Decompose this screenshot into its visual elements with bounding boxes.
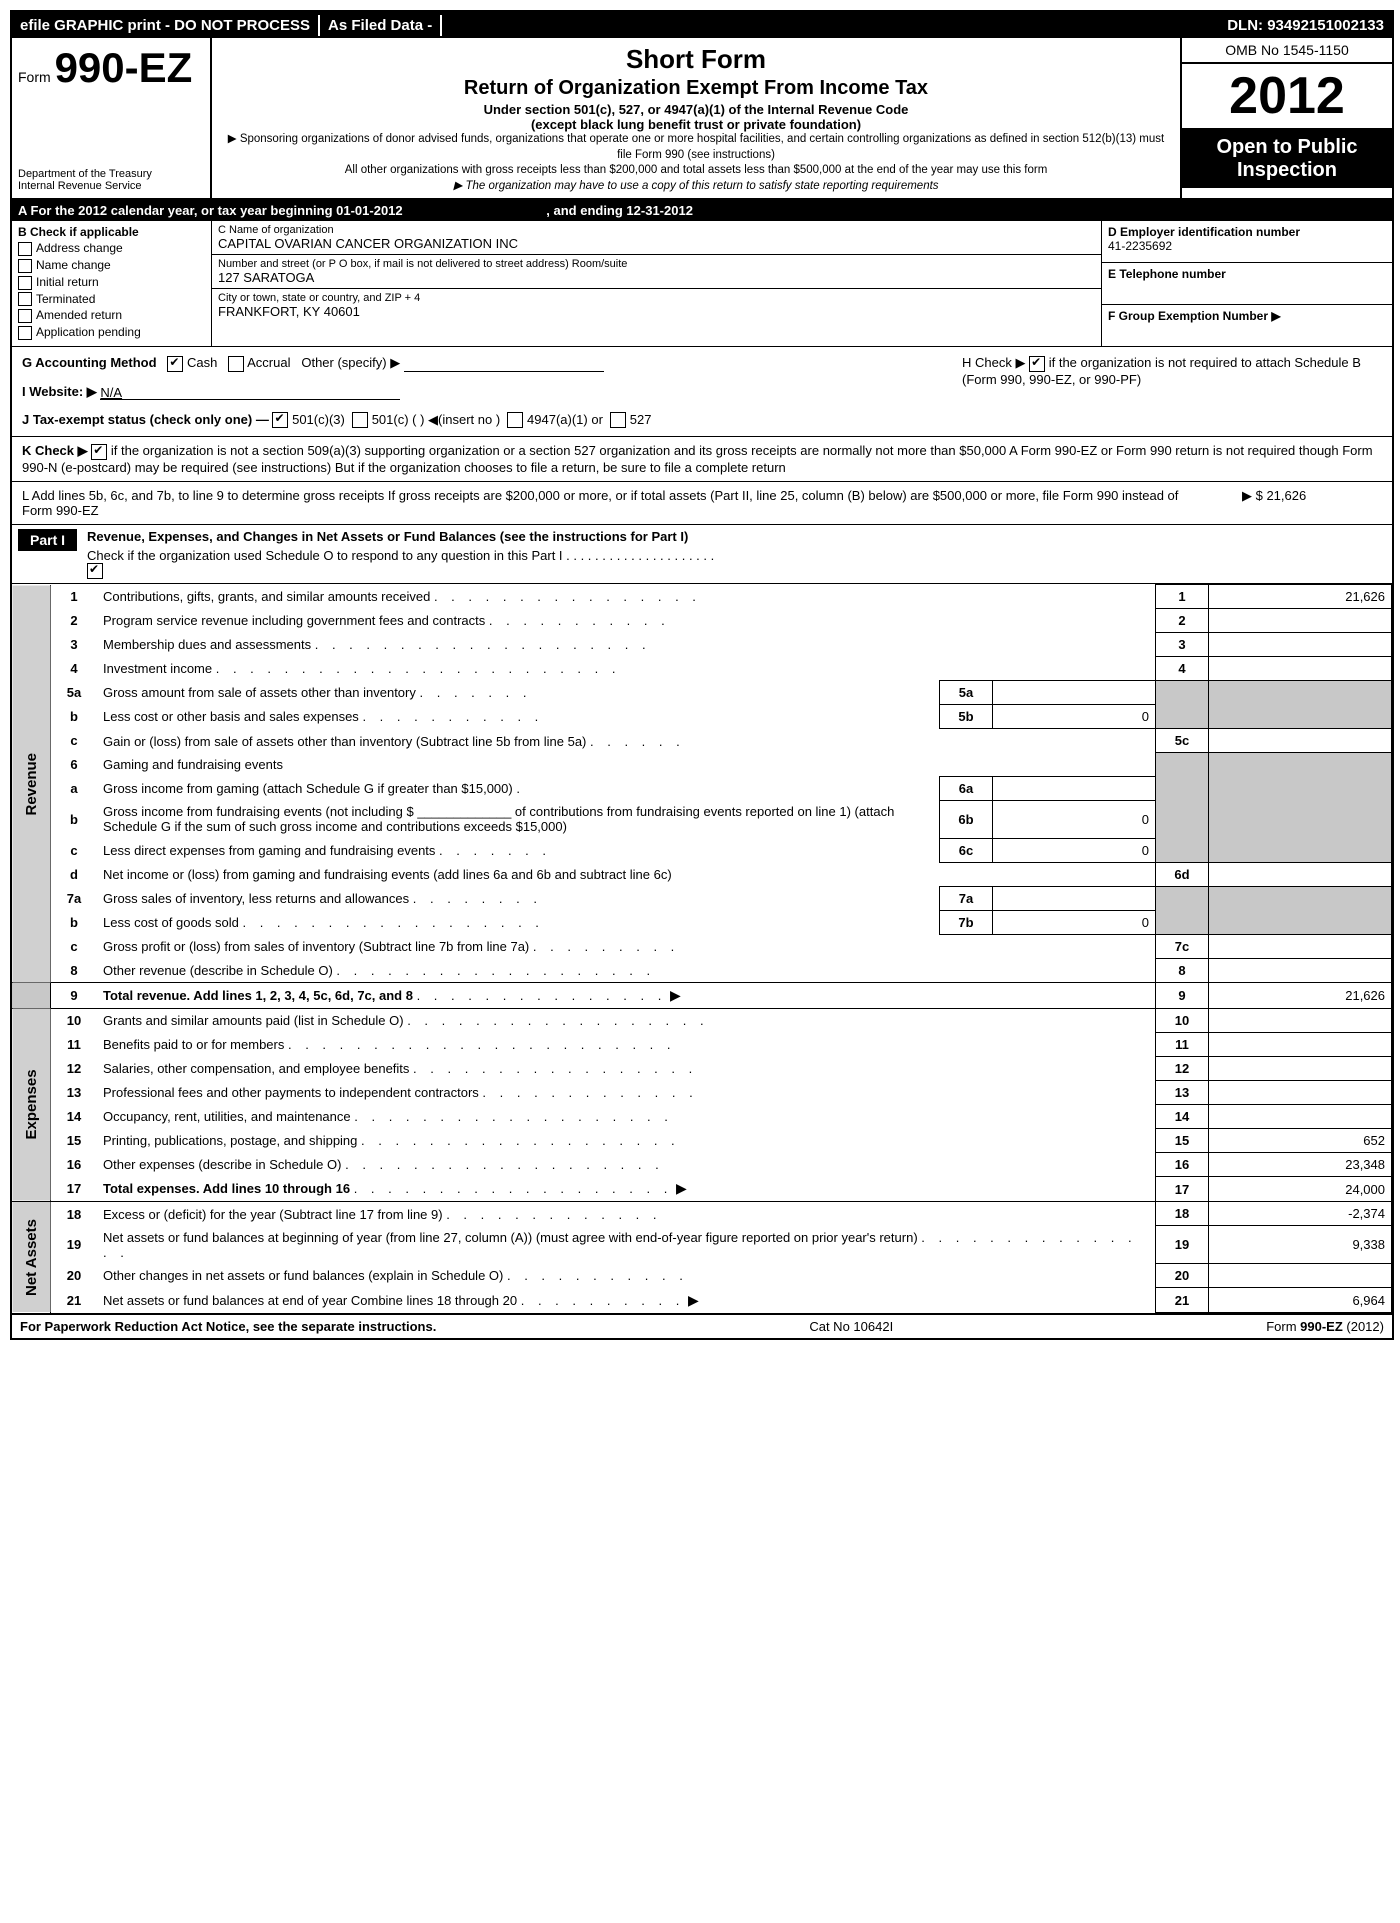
open-public-1: Open to Public — [1186, 136, 1388, 159]
h-check: H Check ▶ if the organization is not req… — [962, 355, 1382, 428]
treasury-line2: Internal Revenue Service — [18, 180, 204, 192]
j-label: J Tax-exempt status (check only one) — — [22, 412, 269, 427]
d-label: D Employer identification number — [1108, 225, 1386, 239]
e-phone-cell: E Telephone number — [1102, 263, 1392, 305]
column-c-org-info: C Name of organization CAPITAL OVARIAN C… — [212, 221, 1101, 346]
form-number: 990-EZ — [55, 44, 193, 91]
k-body: if the organization is not a section 509… — [22, 443, 1373, 475]
fine-print-1: ▶ Sponsoring organizations of donor advi… — [222, 132, 1170, 163]
row-a-left: A For the 2012 calendar year, or tax yea… — [18, 203, 403, 218]
footer: For Paperwork Reduction Act Notice, see … — [12, 1313, 1392, 1338]
topbar-mid: As Filed Data - — [318, 15, 442, 36]
check-h[interactable] — [1029, 356, 1045, 372]
c-value: CAPITAL OVARIAN CANCER ORGANIZATION INC — [218, 236, 1095, 251]
city-cell: City or town, state or country, and ZIP … — [212, 289, 1101, 322]
i-label: I Website: ▶ — [22, 384, 97, 399]
header-center: Short Form Return of Organization Exempt… — [212, 38, 1180, 198]
side-label-netassets: Net Assets — [12, 1202, 51, 1313]
d-ein-cell: D Employer identification number 41-2235… — [1102, 221, 1392, 263]
schedule-o-line: Check if the organization used Schedule … — [87, 548, 714, 563]
open-to-public: Open to Public Inspection — [1182, 130, 1392, 188]
footer-mid: Cat No 10642I — [809, 1319, 893, 1334]
b-label: B Check if applicable — [18, 225, 205, 239]
k-label: K Check ▶ — [22, 443, 88, 458]
check-cash[interactable] — [167, 356, 183, 372]
check-initial-return[interactable]: Initial return — [18, 275, 205, 290]
footer-right: Form 990-EZ (2012) — [1266, 1319, 1384, 1334]
header-row: Form 990-EZ Department of the Treasury I… — [12, 38, 1392, 200]
footer-left: For Paperwork Reduction Act Notice, see … — [20, 1319, 436, 1334]
l-block: L Add lines 5b, 6c, and 7b, to line 9 to… — [12, 482, 1392, 525]
d-value: 41-2235692 — [1108, 239, 1386, 253]
street-label: Number and street (or P O box, if mail i… — [218, 258, 1095, 270]
check-501c[interactable] — [352, 412, 368, 428]
treasury-line1: Department of the Treasury — [18, 168, 204, 180]
section-bcdef: B Check if applicable Address change Nam… — [12, 221, 1392, 347]
row-a-calendar-year: A For the 2012 calendar year, or tax yea… — [12, 200, 1392, 221]
check-accrual[interactable] — [228, 356, 244, 372]
column-b-checkboxes: B Check if applicable Address change Nam… — [12, 221, 212, 346]
part1-header: Part I Revenue, Expenses, and Changes in… — [12, 525, 1392, 585]
check-501c3[interactable] — [272, 412, 288, 428]
check-application-pending[interactable]: Application pending — [18, 325, 205, 340]
row-a-right: , and ending 12-31-2012 — [546, 203, 693, 218]
side-label-expenses: Expenses — [12, 1008, 51, 1202]
gh-row: G Accounting Method Cash Accrual Other (… — [12, 347, 1392, 437]
top-bar: efile GRAPHIC print - DO NOT PROCESS As … — [12, 12, 1392, 38]
column-def: D Employer identification number 41-2235… — [1101, 221, 1392, 346]
c-name-cell: C Name of organization CAPITAL OVARIAN C… — [212, 221, 1101, 255]
check-name-change[interactable]: Name change — [18, 258, 205, 273]
i-website-value: N/A — [100, 385, 400, 400]
main-title: Return of Organization Exempt From Incom… — [222, 77, 1170, 100]
check-schedule-o[interactable] — [87, 563, 103, 579]
fine-print-3: ▶ The organization may have to use a cop… — [222, 179, 1170, 195]
e-label: E Telephone number — [1108, 267, 1386, 281]
l-amount: ▶ $ 21,626 — [1242, 488, 1382, 518]
fine-print-2: All other organizations with gross recei… — [222, 163, 1170, 179]
short-form-title: Short Form — [222, 44, 1170, 75]
check-527[interactable] — [610, 412, 626, 428]
h-text1: H Check ▶ — [962, 355, 1025, 370]
j-tax-exempt: J Tax-exempt status (check only one) — 5… — [22, 412, 942, 429]
form-990ez-page: efile GRAPHIC print - DO NOT PROCESS As … — [10, 10, 1394, 1340]
check-address-change[interactable]: Address change — [18, 241, 205, 256]
subtitle-1: Under section 501(c), 527, or 4947(a)(1)… — [222, 102, 1170, 117]
topbar-dln: DLN: 93492151002133 — [1219, 15, 1392, 36]
city-label: City or town, state or country, and ZIP … — [218, 292, 1095, 304]
l-text: L Add lines 5b, 6c, and 7b, to line 9 to… — [22, 488, 1242, 518]
subtitle-2: (except black lung benefit trust or priv… — [222, 117, 1170, 132]
f-group-cell: F Group Exemption Number ▶ — [1102, 305, 1392, 346]
city-value: FRANKFORT, KY 40601 — [218, 304, 1095, 319]
topbar-left: efile GRAPHIC print - DO NOT PROCESS — [12, 15, 318, 36]
f-label: F Group Exemption Number ▶ — [1108, 309, 1386, 323]
open-public-2: Inspection — [1186, 159, 1388, 182]
g-label: G Accounting Method — [22, 355, 157, 370]
header-left: Form 990-EZ Department of the Treasury I… — [12, 38, 212, 198]
form-prefix: Form — [18, 69, 51, 85]
tax-year: 2012 — [1182, 64, 1392, 130]
part1-title: Revenue, Expenses, and Changes in Net As… — [87, 529, 714, 580]
check-k[interactable] — [91, 444, 107, 460]
part1-label: Part I — [18, 529, 77, 551]
street-value: 127 SARATOGA — [218, 270, 1095, 285]
street-cell: Number and street (or P O box, if mail i… — [212, 255, 1101, 289]
check-terminated[interactable]: Terminated — [18, 292, 205, 307]
form-number-block: Form 990-EZ — [18, 44, 204, 92]
side-label-revenue: Revenue — [12, 585, 51, 983]
part1-lines-table: Revenue 1 Contributions, gifts, grants, … — [12, 584, 1392, 1313]
g-accounting: G Accounting Method Cash Accrual Other (… — [22, 355, 942, 428]
check-amended-return[interactable]: Amended return — [18, 308, 205, 323]
check-4947[interactable] — [507, 412, 523, 428]
k-block: K Check ▶ if the organization is not a s… — [12, 437, 1392, 482]
c-label: C Name of organization — [218, 224, 1095, 236]
header-right: OMB No 1545-1150 2012 Open to Public Ins… — [1180, 38, 1392, 198]
omb-number: OMB No 1545-1150 — [1182, 38, 1392, 64]
treasury-block: Department of the Treasury Internal Reve… — [18, 168, 204, 192]
